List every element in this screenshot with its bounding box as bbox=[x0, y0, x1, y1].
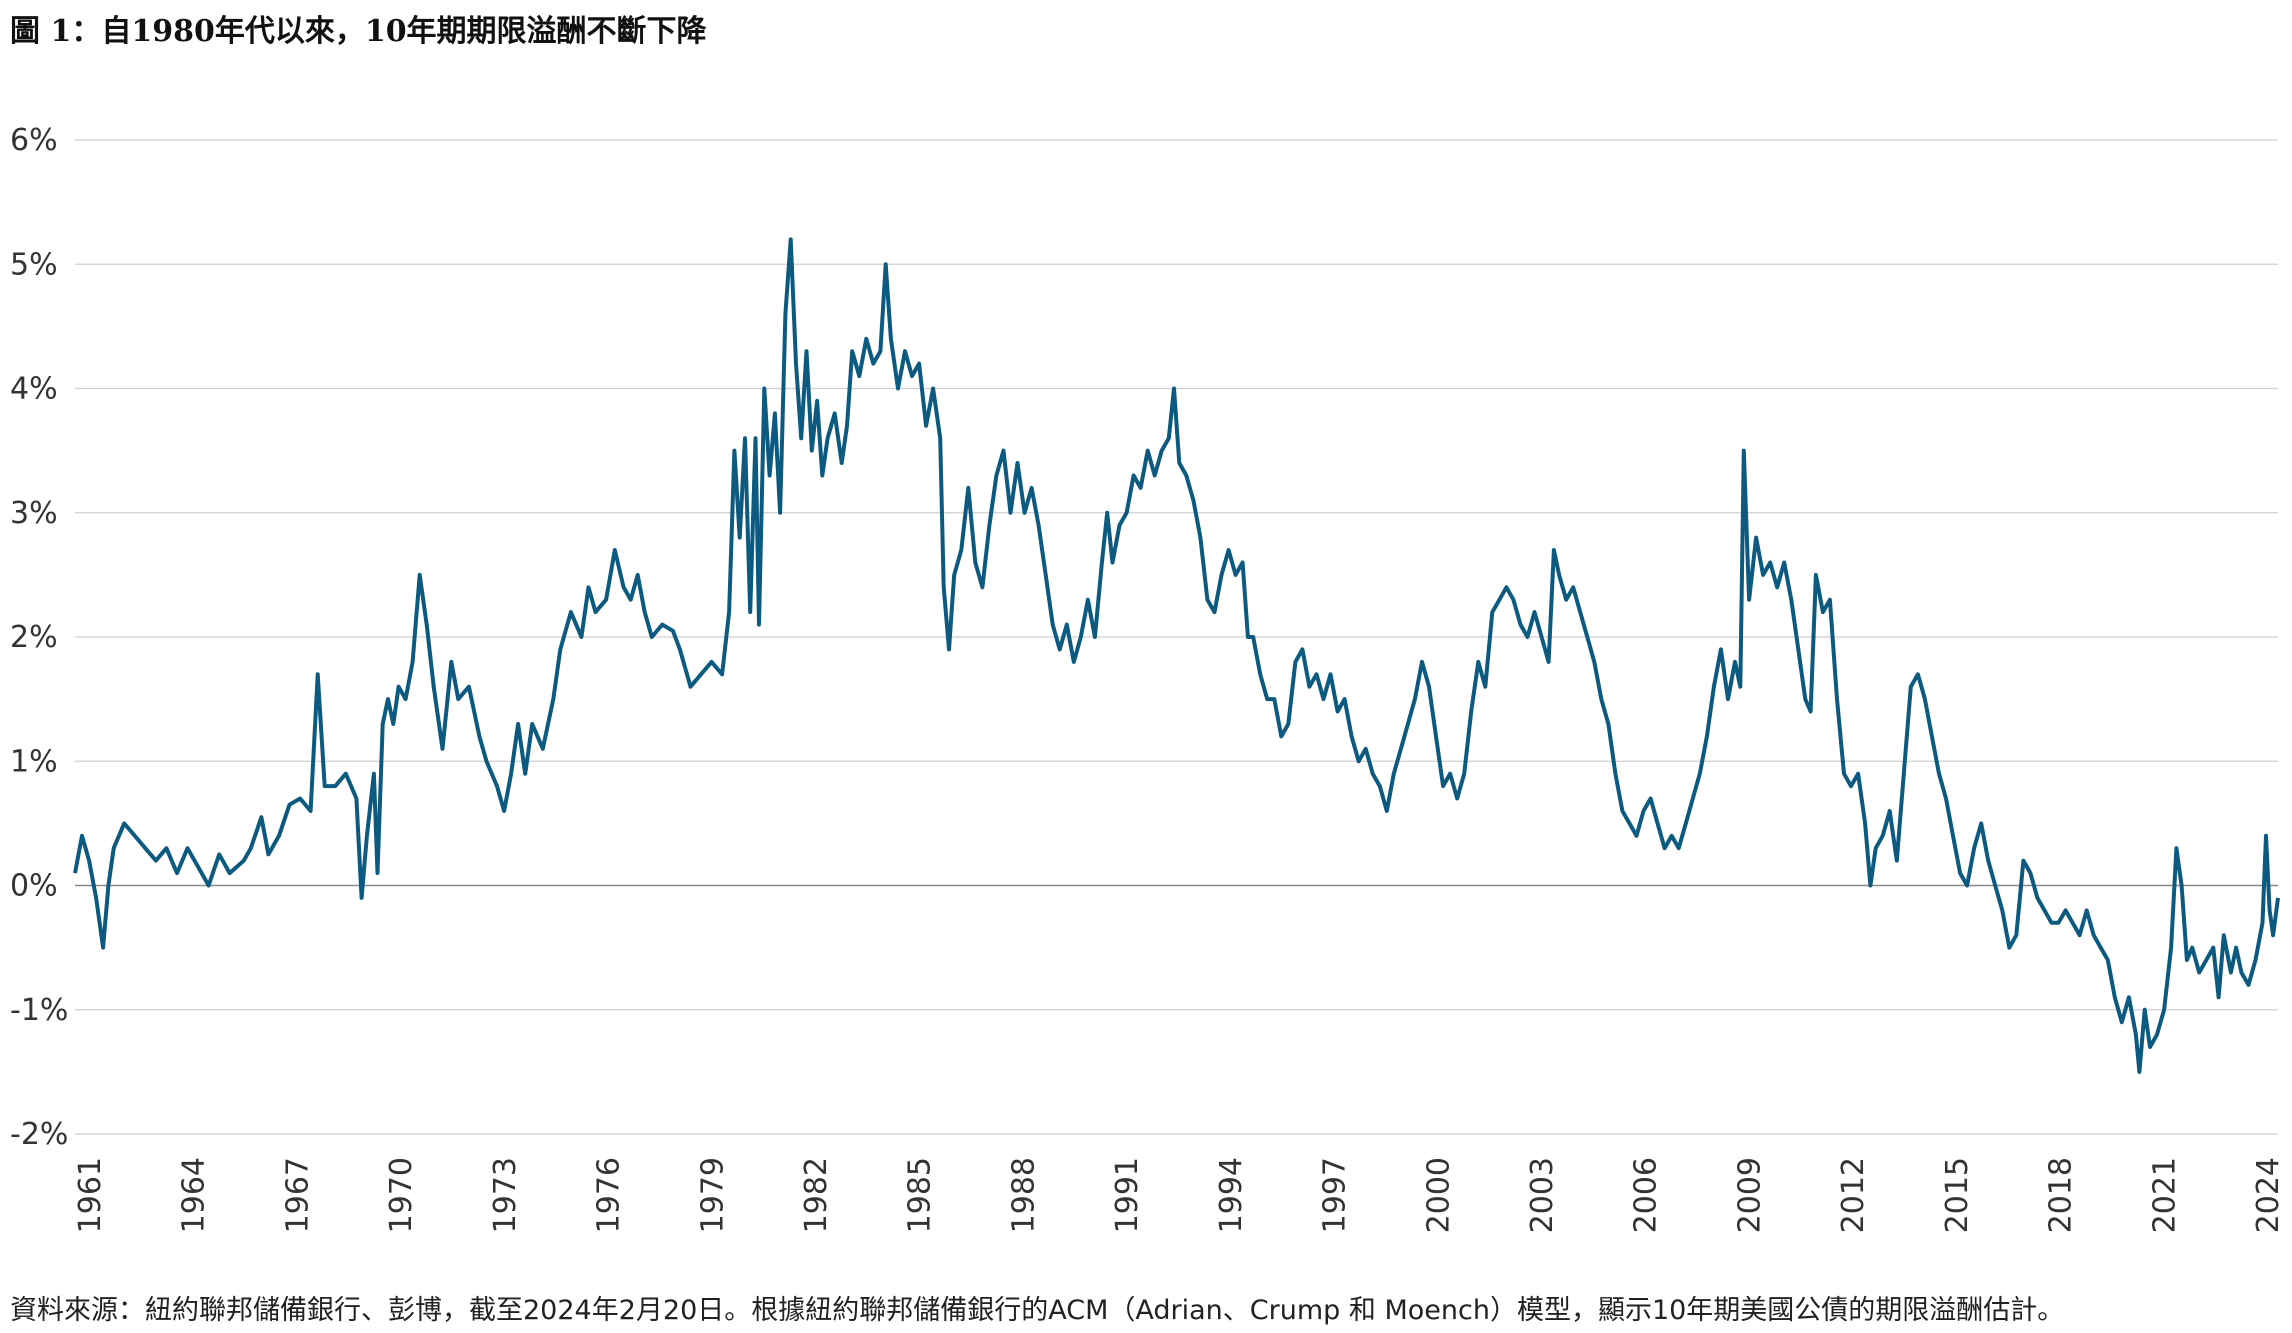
y-tick-label: -2% bbox=[10, 1117, 68, 1152]
term-premium-line bbox=[73, 237, 2280, 1074]
x-tick-label: 2021 bbox=[2147, 1157, 2182, 1233]
x-tick-label: 1982 bbox=[799, 1157, 834, 1233]
y-tick-label: 0% bbox=[10, 869, 58, 904]
x-tick-label: 2000 bbox=[1421, 1157, 1456, 1233]
x-tick-label: 1967 bbox=[280, 1157, 315, 1233]
y-tick-label: 5% bbox=[10, 247, 58, 282]
gridlines bbox=[75, 139, 2278, 1135]
y-tick-label: 4% bbox=[10, 372, 58, 407]
y-tick-label: 2% bbox=[10, 620, 58, 655]
series-layer bbox=[73, 237, 2280, 1074]
x-tick-label: 1979 bbox=[695, 1157, 730, 1233]
x-tick-label: 1985 bbox=[903, 1157, 938, 1233]
x-tick-label: 1997 bbox=[1318, 1157, 1353, 1233]
chart-title: 圖 1：自1980年代以來，10年期期限溢酬不斷下降 bbox=[10, 14, 707, 49]
y-axis-tick-labels: 6% 5% 4% 3% 2% 1% 0% -1% -2% bbox=[10, 123, 68, 1152]
x-tick-label: 2003 bbox=[1525, 1157, 1560, 1233]
x-tick-label: 1991 bbox=[1110, 1157, 1145, 1233]
x-tick-label: 2009 bbox=[1732, 1157, 1767, 1233]
source-note: 資料來源：紐約聯邦儲備銀行、彭博，截至2024年2月20日。根據紐約聯邦儲備銀行… bbox=[10, 1295, 2065, 1326]
x-tick-label: 1988 bbox=[1006, 1157, 1041, 1233]
x-tick-label: 1964 bbox=[177, 1157, 212, 1233]
x-tick-label: 2006 bbox=[1629, 1157, 1664, 1233]
y-tick-label: -1% bbox=[10, 993, 68, 1028]
x-tick-label: 2024 bbox=[2251, 1157, 2286, 1233]
x-tick-label: 2012 bbox=[1836, 1157, 1871, 1233]
x-tick-label: 1973 bbox=[488, 1157, 523, 1233]
x-axis-tick-labels: 1961 1964 1967 1970 1973 1976 1979 1982 1985 1988… bbox=[73, 1157, 2286, 1233]
y-tick-label: 6% bbox=[10, 123, 58, 158]
x-tick-label: 1976 bbox=[592, 1157, 627, 1233]
x-tick-label: 2015 bbox=[1940, 1157, 1975, 1233]
y-tick-label: 3% bbox=[10, 496, 58, 531]
x-tick-label: 1994 bbox=[1214, 1157, 1249, 1233]
x-tick-label: 1970 bbox=[384, 1157, 419, 1233]
x-tick-label: 2018 bbox=[2044, 1157, 2079, 1233]
y-tick-label: 1% bbox=[10, 744, 58, 779]
x-tick-label: 1961 bbox=[73, 1157, 108, 1233]
